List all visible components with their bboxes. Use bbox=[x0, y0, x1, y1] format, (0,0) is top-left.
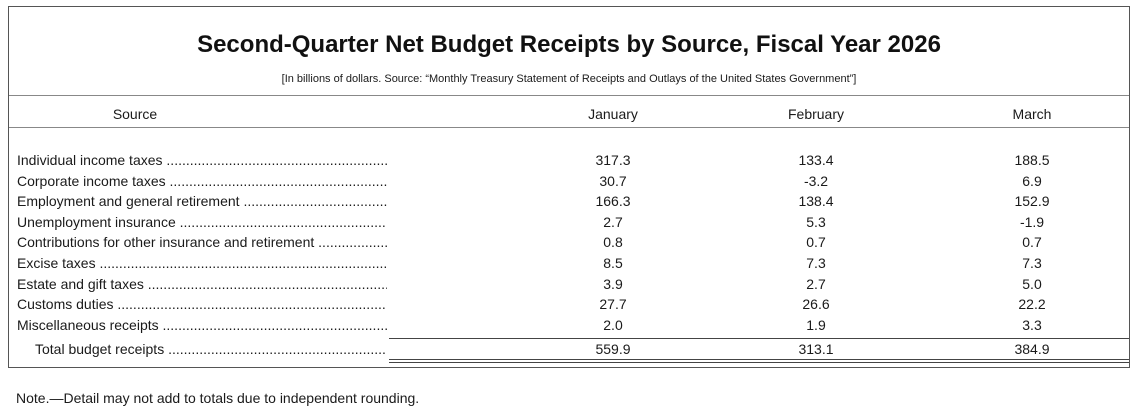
header-bottom-rule bbox=[9, 127, 1129, 128]
table-body: Individual income taxes 317.3 133.4 188.… bbox=[9, 152, 1129, 337]
total-double-rule bbox=[389, 359, 1129, 363]
cell-march: 188.5 bbox=[1014, 152, 1050, 168]
row-label: Unemployment insurance bbox=[17, 214, 387, 230]
cell-february: 133.4 bbox=[798, 152, 834, 168]
row-label: Individual income taxes bbox=[17, 152, 387, 168]
row-label: Excise taxes bbox=[17, 255, 387, 271]
subtotal-rule bbox=[389, 338, 1129, 339]
row-label: Corporate income taxes bbox=[17, 173, 387, 189]
column-header-february: February bbox=[787, 106, 845, 122]
cell-march: 3.3 bbox=[1022, 316, 1042, 333]
table-row: Excise taxes 8.5 7.3 7.3 bbox=[9, 255, 1129, 276]
total-row: Total budget receipts 559.9 313.1 384.9 bbox=[9, 341, 1129, 361]
cell-march: 6.9 bbox=[1022, 172, 1042, 189]
total-label: Total budget receipts bbox=[35, 341, 387, 357]
cell-february: 0.7 bbox=[806, 234, 826, 251]
row-label: Estate and gift taxes bbox=[17, 276, 387, 292]
column-header-january: January bbox=[588, 106, 638, 122]
row-label: Employment and general retirement bbox=[17, 193, 387, 209]
cell-january: 317.3 bbox=[595, 152, 631, 168]
table-row: Corporate income taxes 30.7 -3.2 6.9 bbox=[9, 173, 1129, 194]
cell-february: 26.6 bbox=[802, 296, 830, 313]
table-row: Unemployment insurance 2.7 5.3 -1.9 bbox=[9, 214, 1129, 235]
table-subtitle: [In billions of dollars. Source: “Monthl… bbox=[281, 73, 857, 85]
cell-january: 2.7 bbox=[603, 213, 623, 230]
cell-march: -1.9 bbox=[1019, 213, 1045, 230]
table-row: Customs duties 27.7 26.6 22.2 bbox=[9, 296, 1129, 317]
cell-march: 22.2 bbox=[1018, 296, 1046, 313]
cell-february: 5.3 bbox=[806, 213, 826, 230]
cell-february: -3.2 bbox=[803, 172, 829, 189]
table-title: Second-Quarter Net Budget Receipts by So… bbox=[197, 31, 941, 58]
cell-january: 30.7 bbox=[599, 172, 627, 189]
cell-january: 0.8 bbox=[603, 234, 623, 251]
total-march: 384.9 bbox=[1014, 341, 1050, 357]
cell-january: 27.7 bbox=[599, 296, 627, 313]
cell-march: 152.9 bbox=[1014, 193, 1050, 210]
row-label: Miscellaneous receipts bbox=[17, 317, 387, 333]
cell-january: 2.0 bbox=[603, 316, 623, 333]
table-frame: Second-Quarter Net Budget Receipts by So… bbox=[8, 6, 1130, 368]
table-row: Estate and gift taxes 3.9 2.7 5.0 bbox=[9, 276, 1129, 297]
cell-march: 0.7 bbox=[1022, 234, 1042, 251]
cell-january: 166.3 bbox=[595, 193, 631, 210]
row-label: Contributions for other insurance and re… bbox=[17, 234, 387, 250]
cell-february: 2.7 bbox=[806, 275, 826, 292]
row-label: Customs duties bbox=[17, 296, 387, 312]
total-january: 559.9 bbox=[595, 341, 631, 357]
cell-march: 7.3 bbox=[1022, 254, 1042, 271]
total-february: 313.1 bbox=[798, 341, 834, 357]
table-row: Miscellaneous receipts 2.0 1.9 3.3 bbox=[9, 317, 1129, 338]
table-row: Individual income taxes 317.3 133.4 188.… bbox=[9, 152, 1129, 173]
table-row: Employment and general retirement 166.3 … bbox=[9, 193, 1129, 214]
header-top-rule bbox=[9, 95, 1129, 96]
footnote: Note.—Detail may not add to totals due t… bbox=[16, 390, 420, 406]
cell-january: 3.9 bbox=[603, 275, 623, 292]
column-header-march: March bbox=[1012, 106, 1052, 122]
cell-january: 8.5 bbox=[603, 254, 623, 271]
cell-february: 1.9 bbox=[806, 316, 826, 333]
table-row: Contributions for other insurance and re… bbox=[9, 234, 1129, 255]
column-header-source: Source bbox=[112, 106, 158, 122]
cell-march: 5.0 bbox=[1022, 275, 1042, 292]
cell-february: 138.4 bbox=[798, 193, 834, 210]
cell-february: 7.3 bbox=[806, 254, 826, 271]
